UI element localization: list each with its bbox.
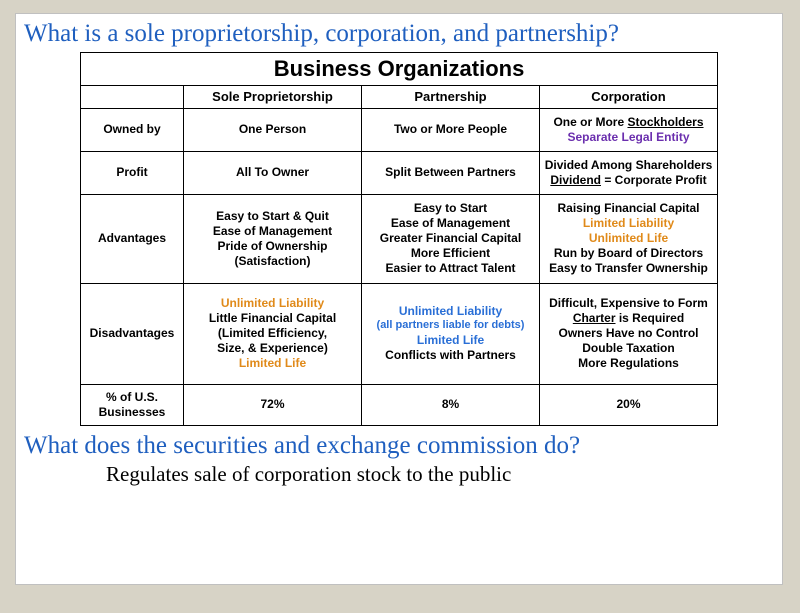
disadv-corp: Difficult, Expensive to Form Charter is … [540,283,718,384]
owned-partner: Two or More People [362,108,540,151]
question-bottom: What does the securities and exchange co… [16,430,782,460]
profit-sole: All To Owner [184,151,362,194]
profit-partner: Split Between Partners [362,151,540,194]
row-percent: % of U.S. Businesses [81,384,184,425]
pct-partner: 8% [362,384,540,425]
owned-sole: One Person [184,108,362,151]
adv-partner: Easy to Start Ease of Management Greater… [362,194,540,283]
disadv-sole: Unlimited Liability Little Financial Cap… [184,283,362,384]
row-advantages: Advantages [81,194,184,283]
question-top: What is a sole proprietorship, corporati… [16,14,782,50]
table-title: Business Organizations [81,53,718,86]
row-owned-by: Owned by [81,108,184,151]
pct-corp: 20% [540,384,718,425]
adv-corp: Raising Financial Capital Limited Liabil… [540,194,718,283]
answer-text: Regulates sale of corporation stock to t… [16,460,782,487]
col-blank [81,85,184,108]
adv-sole: Easy to Start & Quit Ease of Management … [184,194,362,283]
col-sole: Sole Proprietorship [184,85,362,108]
disadv-partner: Unlimited Liability (all partners liable… [362,283,540,384]
col-partnership: Partnership [362,85,540,108]
row-disadvantages: Disadvantages [81,283,184,384]
business-organizations-table: Business Organizations Sole Proprietorsh… [80,52,718,426]
slide: What is a sole proprietorship, corporati… [15,13,783,585]
owned-corp: One or More Stockholders Separate Legal … [540,108,718,151]
pct-sole: 72% [184,384,362,425]
col-corporation: Corporation [540,85,718,108]
profit-corp: Divided Among Shareholders Dividend = Co… [540,151,718,194]
row-profit: Profit [81,151,184,194]
